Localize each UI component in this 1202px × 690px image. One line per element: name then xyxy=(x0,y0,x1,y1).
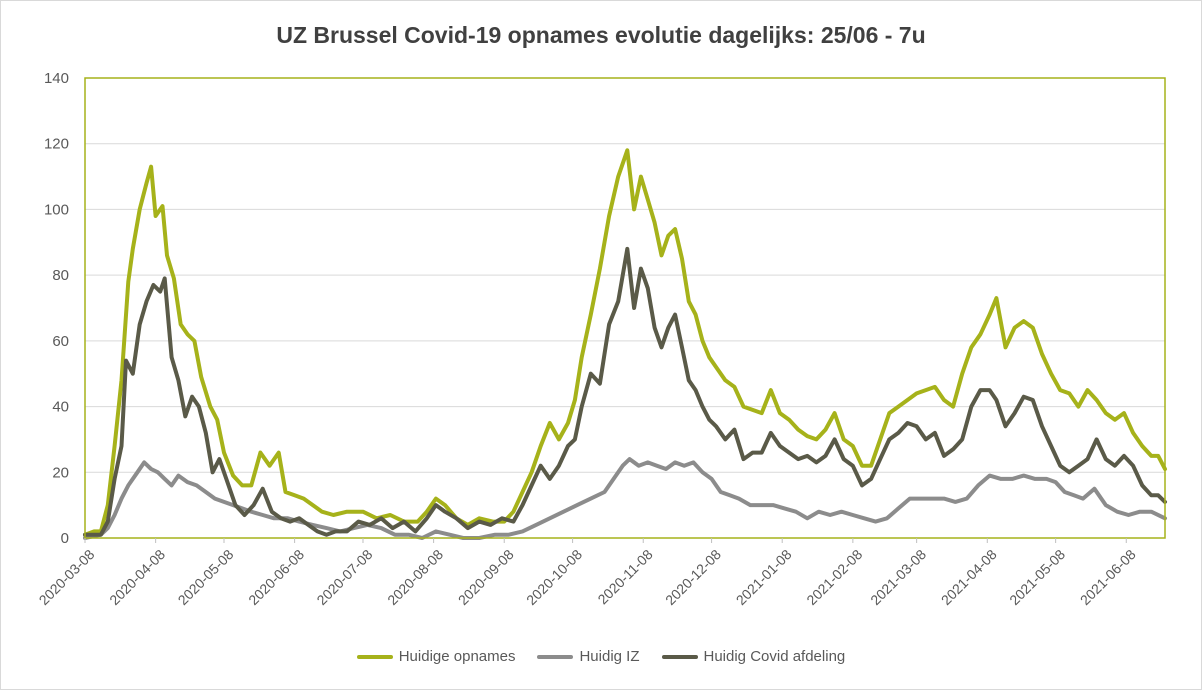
x-tick-label: 2021-03-08 xyxy=(867,546,929,608)
x-tick-label: 2021-02-08 xyxy=(803,546,865,608)
legend-swatch xyxy=(356,654,393,659)
legend: Huidige opnames Huidig IZ Huidig Covid afd… xyxy=(0,648,1202,665)
chart-title: UZ Brussel Covid-19 opnames evolutie dag… xyxy=(276,22,926,48)
x-tick-label: 2020-07-08 xyxy=(313,546,375,608)
x-tick-label: 2021-04-08 xyxy=(938,546,1000,608)
x-tick-label: 2020-09-08 xyxy=(455,546,517,608)
legend-item: Huidig Covid afdeling xyxy=(661,648,846,665)
y-tick-label: 40 xyxy=(52,399,69,416)
y-tick-label: 20 xyxy=(52,464,69,481)
y-tick-label: 100 xyxy=(44,201,69,218)
y-tick-label: 80 xyxy=(52,267,69,284)
series-line-1 xyxy=(83,148,1167,537)
y-tick-label: 140 xyxy=(44,70,69,87)
legend-swatch xyxy=(661,654,698,659)
x-tick-label: 2020-04-08 xyxy=(106,546,168,608)
x-tick-label: 2020-10-08 xyxy=(523,546,585,608)
plot-area-border xyxy=(84,77,1166,539)
y-tick-label: 0 xyxy=(61,530,69,547)
x-tick-label: 2020-12-08 xyxy=(662,546,724,608)
x-tick-label: 2020-11-08 xyxy=(594,546,655,607)
x-tick-label: 2021-05-08 xyxy=(1006,546,1068,608)
x-tick-label: 2021-06-08 xyxy=(1077,546,1139,608)
x-tick-label: 2020-03-08 xyxy=(36,546,98,608)
legend-label: Huidig Covid afdeling xyxy=(703,648,846,665)
legend-item: Huidige opnames xyxy=(356,648,516,665)
x-tick-label: 2020-08-08 xyxy=(384,546,446,608)
series-line-3 xyxy=(83,246,1167,537)
legend-item: Huidig IZ xyxy=(537,648,640,665)
y-tick-label: 60 xyxy=(52,333,69,350)
legend-label: Huidig IZ xyxy=(579,648,640,665)
x-tick-label: 2021-01-08 xyxy=(733,546,795,608)
series-lines xyxy=(83,148,1167,540)
legend-label: Huidige opnames xyxy=(398,648,516,665)
series-line-2 xyxy=(83,457,1167,540)
y-tick-label: 120 xyxy=(44,136,69,153)
gridlines xyxy=(85,77,1165,539)
legend-swatch xyxy=(537,654,574,659)
x-tick-label: 2020-06-08 xyxy=(245,546,307,608)
x-tick-label: 2020-05-08 xyxy=(175,546,237,608)
